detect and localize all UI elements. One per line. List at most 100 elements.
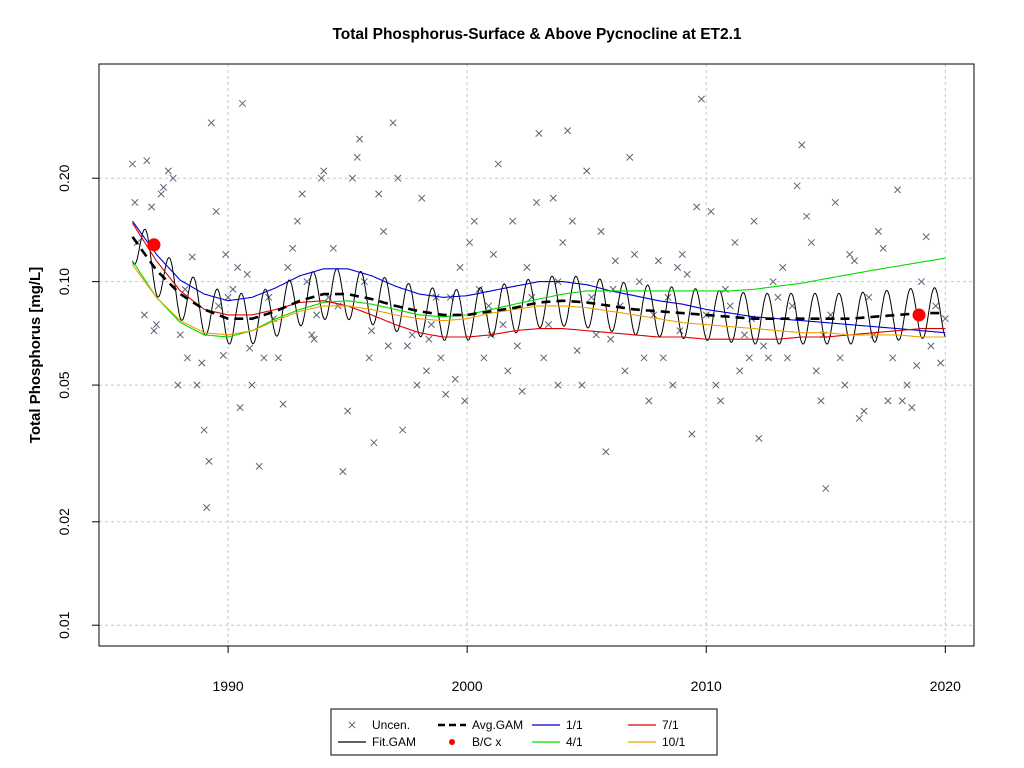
uncensored-point [238,99,246,108]
bc-point [147,238,161,252]
uncensored-point [621,367,629,375]
uncensored-point [549,194,557,202]
uncensored-point [898,397,906,405]
uncensored-point [140,311,148,319]
uncensored-point [367,327,376,335]
uncensored-point [442,390,450,398]
uncensored-point [164,167,172,175]
uncensored-point [793,182,801,190]
series-line-10-1 [132,264,946,338]
uncensored-point [836,354,844,362]
uncensored-point [384,342,392,350]
uncensored-point [640,354,648,362]
uncensored-point [317,174,325,182]
uncensored-point [683,270,691,278]
uncensored-point [403,342,411,350]
uncensored-point [540,354,548,362]
uncensored-point [917,278,925,286]
uncensored-point [370,439,378,447]
uncensored-point [408,331,416,339]
uncensored-point [568,217,576,225]
uncensored-point [812,367,820,375]
uncensored-point [260,354,268,362]
uncensored-point [174,381,182,389]
uncensored-point [559,238,567,247]
uncensored-point [219,351,227,359]
uncensored-point [207,119,215,127]
uncensored-point [212,207,220,216]
fit-gam-line [132,228,946,345]
uncensored-point [248,381,256,389]
y-axis-title: Total Phosphorus [mg/L] [27,267,44,443]
x-tick-label: 2010 [691,678,722,694]
legend-box [330,708,718,756]
uncensored-point [485,302,493,310]
legend-item: 4/1 [532,735,583,749]
uncensored-point [740,331,749,339]
uncensored-point [169,174,177,182]
uncensored-point [922,233,930,241]
uncensored-point [578,381,586,389]
uncensored-point [583,167,591,175]
uncensored-point [157,190,165,198]
uncensored-point [707,207,715,216]
legend-label: 10/1 [662,735,686,749]
uncensored-point [774,293,782,301]
uncensored-point [437,354,445,362]
uncensored-point [214,302,223,310]
uncensored-point [320,167,328,175]
legend-symbol [348,721,356,729]
uncensored-point [188,253,196,261]
axes: 1990 2000 2010 2020 0.01 0.02 0.05 0.10 0.20 [56,164,961,694]
uncensored-point [236,404,244,412]
uncensored-point [693,203,701,211]
uncensored-point [874,227,882,235]
uncensored-point [535,129,543,137]
uncensored-point [850,257,859,265]
uncensored-point [176,331,184,339]
uncensored-point [817,397,825,405]
uncensored-point [645,397,653,405]
uncensored-point [427,321,435,329]
uncensored-point [673,263,682,271]
uncensored-point [523,263,531,271]
legend-label: Avg.GAM [472,718,523,732]
uncensored-point [750,217,758,225]
uncensored-point [198,359,206,367]
bc-point [912,308,926,322]
uncensored-point [865,293,873,301]
legend-item: B/C x [449,735,501,749]
y-tick-label: 0.20 [56,164,72,191]
uncensored-point [509,217,517,225]
series-line-1-1 [132,220,946,334]
uncensored-point [736,367,744,375]
uncensored-point [339,468,347,476]
uncensored-point [587,293,596,301]
uncensored-point [181,285,189,293]
uncensored-point [889,354,897,362]
uncensored-point [504,367,512,375]
legend-label: B/C x [472,735,501,749]
uncensored-point [779,263,787,271]
uncensored-point [234,263,242,271]
uncensored-point [229,285,237,293]
uncensored-point [413,381,421,389]
uncensored-point [635,278,643,286]
uncensored-point [846,250,854,258]
uncensored-point [356,135,364,143]
uncensored-point [222,250,230,258]
uncensored-point [532,198,541,207]
uncensored-point [676,327,684,335]
uncensored-point [399,426,407,434]
uncensored-point [573,347,581,355]
legend-label: Fit.GAM [372,735,416,749]
legend-label: 4/1 [566,735,583,749]
legend: Uncen. Avg.GAM 1/1 7/1 Fit.GAM B/C x 4/1 10/1 [330,708,718,756]
uncensored-point [513,342,521,350]
legend-symbol [449,739,455,745]
uncensored-point [807,238,815,247]
uncensored-point [755,434,763,442]
uncensored-point [764,354,772,362]
uncensored-point [745,354,753,362]
